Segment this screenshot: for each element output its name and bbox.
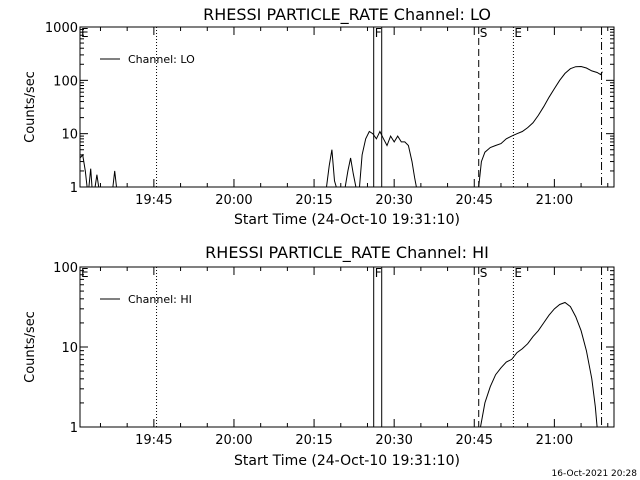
plot-frame	[79, 26, 615, 188]
chart-title: RHESSI PARTICLE_RATE Channel: HI	[205, 243, 489, 263]
timestamp-footer: 16-Oct-2021 20:28	[552, 469, 638, 479]
x-tick-label: 20:45	[456, 433, 493, 448]
x-tick-label: 21:00	[536, 433, 573, 448]
y-tick-label: 1	[70, 181, 78, 196]
chart-panel-hi: RHESSI PARTICLE_RATE Channel: HI 1 10 100 19…	[23, 243, 615, 469]
y-axis-label: Counts/sec	[23, 71, 38, 143]
chart-panel-lo: RHESSI PARTICLE_RATE Channel: LO 1 10 100 10…	[23, 5, 615, 228]
event-marker-label: F	[375, 26, 382, 40]
series-line	[478, 65, 603, 188]
x-tick-label: 19:45	[135, 193, 172, 208]
event-marker-label: E	[81, 26, 89, 40]
y-tick-label: 100	[53, 74, 78, 89]
legend-label: Channel: LO	[128, 53, 195, 66]
series-line	[112, 170, 117, 188]
series-line	[88, 168, 93, 188]
x-axis-label: Start Time (24-Oct-10 19:31:10)	[234, 453, 460, 469]
series-line	[326, 149, 337, 188]
plot-frame	[79, 266, 615, 428]
x-tick-label: 20:30	[375, 193, 412, 208]
event-marker-label: E	[81, 266, 89, 280]
y-tick-label: 1	[70, 421, 78, 436]
chart-title: RHESSI PARTICLE_RATE Channel: LO	[203, 5, 491, 25]
y-tick-label: 1000	[45, 21, 78, 36]
event-marker-label: S	[480, 26, 488, 40]
x-tick-label: 20:15	[295, 193, 332, 208]
x-tick-label: 20:00	[215, 433, 252, 448]
event-marker-label: E	[514, 26, 522, 40]
x-tick-label: 20:45	[456, 193, 493, 208]
x-tick-label: 21:00	[536, 193, 573, 208]
y-tick-label: 10	[61, 128, 78, 143]
series-line	[94, 174, 100, 188]
series-line	[79, 153, 88, 188]
series-line	[359, 130, 417, 188]
series-line	[344, 157, 357, 188]
legend-label: Channel: HI	[128, 293, 192, 306]
event-marker-label: S	[480, 266, 488, 280]
series-line	[480, 301, 598, 428]
y-axis-label: Counts/sec	[23, 311, 38, 383]
x-tick-label: 20:15	[295, 433, 332, 448]
x-tick-label: 20:30	[375, 433, 412, 448]
x-axis-label: Start Time (24-Oct-10 19:31:10)	[234, 212, 460, 228]
x-tick-label: 19:45	[135, 433, 172, 448]
x-tick-label: 20:00	[215, 193, 252, 208]
event-marker-label: E	[514, 266, 522, 280]
event-marker-label: F	[375, 266, 382, 280]
y-tick-label: 10	[61, 341, 78, 356]
y-tick-label: 100	[53, 261, 78, 276]
